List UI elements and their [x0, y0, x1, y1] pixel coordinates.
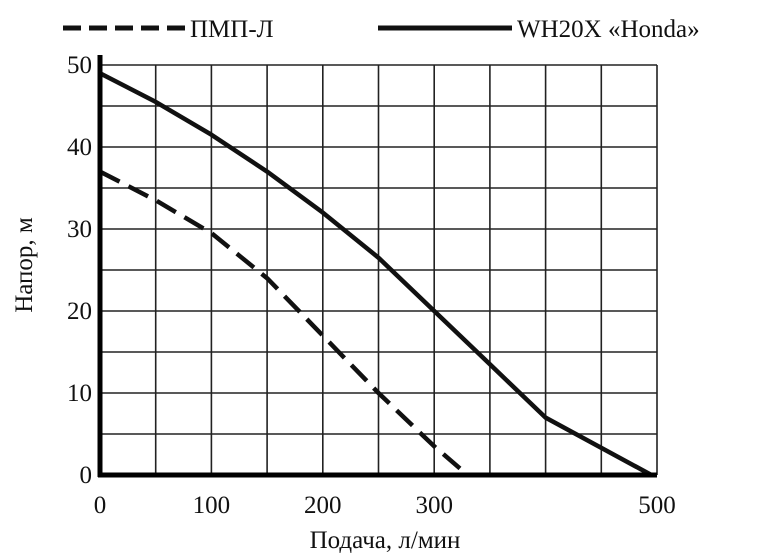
x-axis-title: Подача, л/мин [310, 527, 461, 554]
x-tick-label: 200 [304, 492, 342, 519]
series-line-pmp-l [98, 169, 470, 477]
y-axis-title: Напор, м [11, 217, 38, 313]
grid [100, 64, 658, 475]
x-tick-label: 500 [638, 492, 676, 519]
y-tick-label: 40 [67, 134, 92, 161]
x-tick-label: 100 [193, 492, 231, 519]
legend: ПМП-Л WH20X «Honda» [63, 16, 700, 43]
axes [97, 55, 657, 478]
y-tick-label: 30 [67, 216, 92, 243]
y-tick-label: 20 [67, 298, 92, 325]
x-tick-label: 0 [94, 492, 107, 519]
legend-label-wh20x-honda: WH20X «Honda» [517, 16, 700, 43]
y-tick-label: 10 [67, 380, 92, 407]
y-tick-label: 0 [80, 462, 93, 489]
legend-label-pmp-l: ПМП-Л [190, 16, 274, 43]
series-lines [98, 71, 653, 477]
y-tick-label: 50 [67, 52, 92, 79]
x-tick-label: 300 [415, 492, 453, 519]
series-line-wh20x-honda [98, 71, 653, 477]
